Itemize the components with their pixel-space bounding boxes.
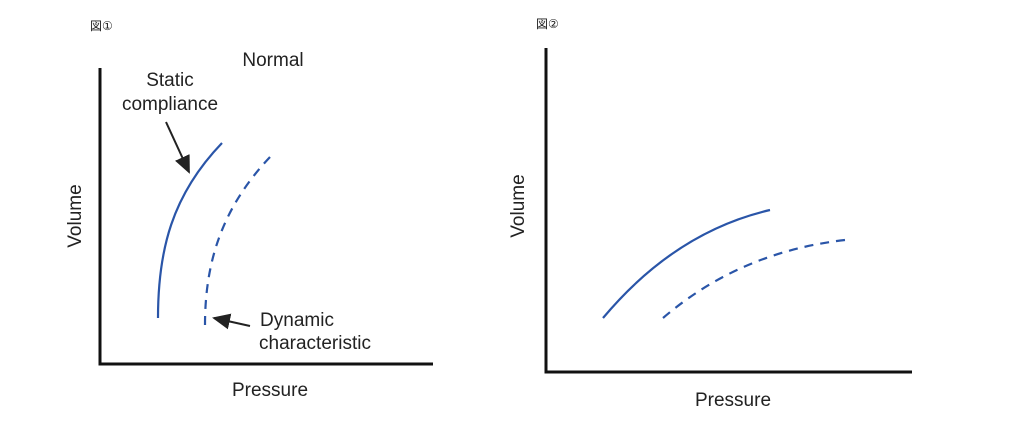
annotation: Dynamic — [260, 310, 334, 331]
figure-title: Normal — [242, 50, 303, 71]
x-axis-label: Pressure — [232, 380, 308, 401]
x-axis-label: Pressure — [695, 390, 771, 411]
arrow — [165, 121, 190, 174]
figure-label: 図① — [90, 19, 113, 33]
figure-1: 図① Normal Volume Pressure Static complia… — [65, 19, 433, 401]
y-axis-label: Volume — [508, 174, 529, 237]
y-axis-label: Volume — [65, 184, 86, 247]
axes — [98, 68, 433, 366]
annotation: characteristic — [259, 333, 371, 354]
arrow — [212, 313, 251, 330]
axes — [544, 48, 912, 374]
annotation: compliance — [122, 94, 218, 115]
dynamic-curve — [203, 156, 271, 326]
static-curve — [156, 142, 223, 319]
figure-label: 図② — [536, 17, 559, 31]
static-curve — [602, 208, 771, 319]
dynamic-curve — [662, 238, 846, 319]
annotation: Static — [146, 70, 194, 91]
figure-2: 図② Volume Pressure — [508, 17, 912, 411]
